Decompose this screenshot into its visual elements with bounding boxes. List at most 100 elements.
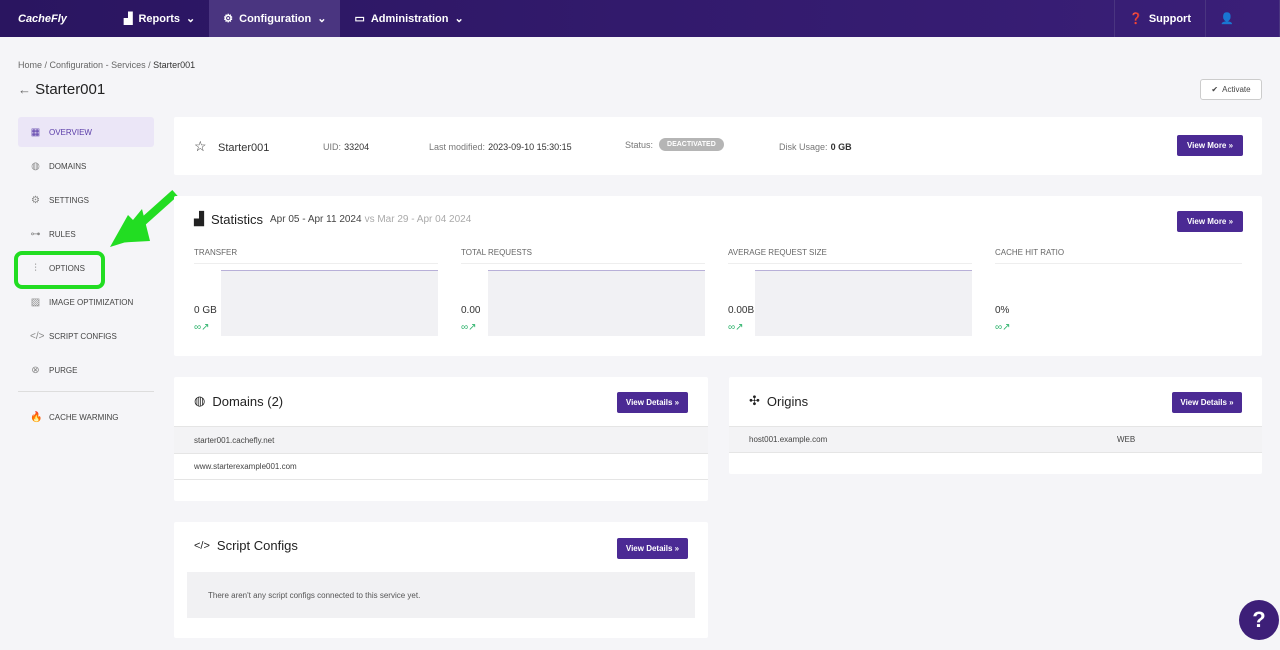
statistics-view-more-button[interactable]: View More » [1177, 211, 1243, 232]
sidebar-item-label: DOMAINS [49, 161, 87, 171]
chevron-down-icon: ⌄ [454, 13, 464, 25]
gear-icon: ⚙ [31, 194, 40, 206]
sidebar-item-overview[interactable]: ▦ OVERVIEW [18, 117, 154, 147]
sidebar-item-rules[interactable]: ⊶ RULES [18, 219, 154, 249]
metric-average-request-size: AVERAGE REQUEST SIZE 0.00B ∞↗ [728, 248, 972, 336]
breadcrumb-current: Starter001 [153, 60, 196, 70]
sidebar-item-purge[interactable]: ⊗ PURGE [18, 355, 154, 385]
sidebar-item-label: OPTIONS [49, 263, 86, 273]
sidebar-item-label: RULES [49, 229, 76, 239]
back-arrow-icon[interactable]: ← [18, 82, 31, 97]
cachefly-logo[interactable]: CacheFly [18, 12, 67, 25]
grid-icon: ▦ [30, 126, 41, 138]
modified-label: Last modified: [429, 142, 486, 152]
sliders-icon: ⫶ [34, 262, 37, 274]
nav-administration-label: Administration [370, 12, 449, 25]
breadcrumb: Home / Configuration - Services / Starte… [18, 60, 196, 70]
help-button[interactable]: ? [1239, 600, 1279, 640]
domain-row[interactable]: starter001.cachefly.net [174, 426, 708, 453]
metric-label: AVERAGE REQUEST SIZE [728, 248, 972, 264]
breadcrumb-services[interactable]: Configuration - Services [49, 60, 146, 70]
statistics-card: ▟ Statistics Apr 05 - Apr 11 2024 vs Mar 29… [174, 196, 1262, 356]
metric-cache-hit-ratio: CACHE HIT RATIO 0% ∞↗ [995, 248, 1242, 333]
trend-up-icon: ∞↗ [995, 322, 1011, 333]
nav-administration[interactable]: ▭ Administration ⌄ [340, 0, 477, 37]
disk-label: Disk Usage: [779, 142, 828, 152]
metric-label: TRANSFER [194, 248, 438, 264]
script-configs-empty-message: There aren't any script configs connecte… [187, 572, 695, 618]
metric-chart [221, 270, 438, 336]
sidebar-divider [18, 391, 154, 392]
sidebar-item-domains[interactable]: ◍ DOMAINS [18, 151, 154, 181]
sidebar-item-options[interactable]: ⫶ OPTIONS [18, 253, 154, 283]
uid-value: 33204 [344, 142, 370, 152]
chevron-down-icon: ⌄ [186, 13, 196, 25]
user-menu[interactable]: 👤 [1205, 0, 1280, 37]
metric-total-requests: TOTAL REQUESTS 0.00 ∞↗ [461, 248, 705, 336]
origin-network-icon: ✣ [749, 393, 760, 408]
sidebar: ▦ OVERVIEW ◍ DOMAINS ⚙ SETTINGS ⊶ RULES ⫶ OPT… [18, 117, 154, 436]
page-title-text: Starter001 [35, 81, 106, 98]
metric-label: CACHE HIT RATIO [995, 248, 1242, 264]
origins-view-details-button[interactable]: View Details » [1172, 392, 1242, 413]
status-label: Status: [625, 139, 654, 150]
chevron-down-icon: ⌄ [317, 13, 327, 25]
trend-up-icon: ∞↗ [728, 322, 744, 333]
sidebar-item-settings[interactable]: ⚙ SETTINGS [18, 185, 154, 215]
statistics-range: Apr 05 - Apr 11 2024 [270, 213, 362, 225]
statistics-title: Statistics [211, 211, 264, 227]
user-icon: 👤 [1220, 13, 1234, 25]
origins-title: Origins [766, 393, 809, 409]
sidebar-item-label: IMAGE OPTIMIZATION [49, 297, 134, 307]
help-icon: ❓ [1129, 13, 1143, 25]
flame-icon: 🔥 [30, 411, 43, 423]
rules-icon: ⊶ [30, 228, 41, 240]
metric-label: TOTAL REQUESTS [461, 248, 705, 264]
statistics-compare: vs Mar 29 - Apr 04 2024 [364, 213, 472, 225]
chart-icon: ▟ [194, 211, 204, 226]
activate-button[interactable]: ✔ Activate [1200, 79, 1262, 100]
uid-label: UID: [323, 142, 341, 152]
check-circle-icon: ✔ [1211, 85, 1219, 94]
view-more-button[interactable]: View More » [1177, 135, 1243, 156]
sidebar-item-label: PURGE [49, 365, 78, 375]
nav-configuration[interactable]: ⚙ Configuration ⌄ [209, 0, 341, 37]
domains-view-details-button[interactable]: View Details » [617, 392, 688, 413]
sidebar-item-script-configs[interactable]: </> SCRIPT CONFIGS [18, 321, 154, 351]
metric-transfer: TRANSFER 0 GB ∞↗ [194, 248, 438, 336]
script-configs-card: </> Script Configs View Details » There a… [174, 522, 708, 638]
nav-support[interactable]: ❓ Support [1114, 0, 1205, 37]
sidebar-item-cache-warming[interactable]: 🔥 CACHE WARMING [18, 402, 154, 432]
star-icon[interactable]: ☆ [194, 138, 207, 154]
code-icon: </> [30, 330, 45, 342]
domain-row[interactable]: www.starterexample001.com [174, 453, 708, 480]
chart-icon: ▟ [124, 13, 133, 25]
metric-value: 0.00B [728, 305, 755, 316]
script-configs-view-details-button[interactable]: View Details » [617, 538, 688, 559]
metric-chart [755, 270, 972, 336]
metric-chart [488, 270, 705, 336]
domains-card: ◍ Domains (2) View Details » starter001.c… [174, 377, 708, 501]
sidebar-item-label: SCRIPT CONFIGS [49, 331, 117, 341]
origin-row[interactable]: host001.example.com WEB [729, 426, 1262, 453]
page-title: ← Starter001 [18, 81, 105, 98]
sidebar-item-label: OVERVIEW [49, 127, 92, 137]
sidebar-item-label: SETTINGS [49, 195, 90, 205]
metric-value: 0.00 [461, 305, 481, 316]
nav-support-label: Support [1148, 12, 1191, 25]
breadcrumb-home[interactable]: Home [18, 60, 43, 70]
script-configs-title: Script Configs [216, 538, 298, 553]
gear-icon: ⚙ [223, 13, 234, 25]
trend-up-icon: ∞↗ [194, 322, 210, 333]
globe-icon: ◍ [194, 393, 206, 408]
image-icon: ▨ [30, 296, 41, 308]
purge-icon: ⊗ [31, 364, 40, 376]
code-icon: </> [194, 539, 210, 552]
origin-host: host001.example.com [749, 435, 828, 444]
status-badge: DEACTIVATED [659, 138, 724, 151]
globe-icon: ◍ [31, 160, 40, 172]
annotation-arrow-icon [14, 190, 178, 289]
nav-reports[interactable]: ▟ Reports ⌄ [110, 0, 209, 37]
sidebar-item-image-optimization[interactable]: ▨ IMAGE OPTIMIZATION [18, 287, 154, 317]
metric-value: 0 GB [194, 305, 217, 316]
